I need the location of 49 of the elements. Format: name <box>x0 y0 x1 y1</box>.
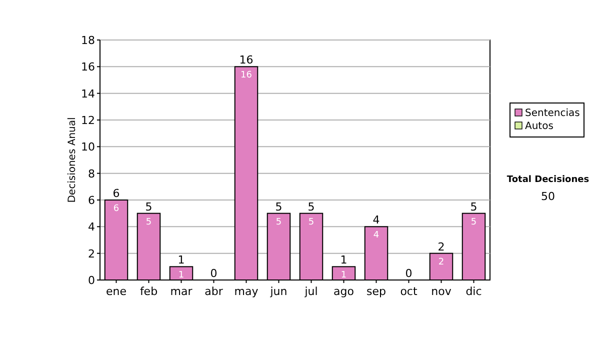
text: 50 <box>541 190 555 203</box>
x-tick-label: oct <box>400 285 418 298</box>
data-label: 6 <box>113 204 120 214</box>
y-tick-label: 4 <box>88 220 95 234</box>
total-label: 4 <box>372 214 380 227</box>
y-tick-label: 18 <box>81 34 95 47</box>
y-tick-label: 12 <box>81 114 95 127</box>
total-label: 5 <box>145 200 152 214</box>
data-label: 4 <box>373 230 380 241</box>
x-tick-label: mar <box>170 285 193 298</box>
total-label: 0 <box>210 267 218 280</box>
total-label: 5 <box>275 200 282 214</box>
y-tick-label: 6 <box>88 194 95 207</box>
total-label: 5 <box>308 200 315 214</box>
y-tick-label: 2 <box>88 247 95 260</box>
text: Total Decisiones <box>506 175 590 185</box>
total-label: 5 <box>470 200 478 214</box>
legend-label: Sentencias <box>525 108 580 119</box>
total-label: 1 <box>178 254 185 267</box>
total-label: 1 <box>340 254 348 267</box>
total-label: 16 <box>239 54 254 67</box>
data-label: 1 <box>178 270 184 281</box>
data-label: 5 <box>146 217 152 228</box>
x-tick-label: jun <box>269 285 288 298</box>
legend-label: Autos <box>525 121 554 132</box>
y-tick-label: 10 <box>81 140 95 154</box>
data-label: 5 <box>308 217 314 228</box>
total-label: 6 <box>112 187 120 200</box>
y-axis-title: Decisiones Anual <box>67 117 78 203</box>
total-label: 2 <box>438 240 445 254</box>
x-tick-label: ago <box>334 285 354 298</box>
y-tick-label: 0 <box>88 274 95 287</box>
x-tick-label: may <box>234 285 259 298</box>
x-tick-label: dic <box>466 285 482 298</box>
x-tick-label: ene <box>106 285 127 298</box>
y-tick-label: 14 <box>81 87 95 100</box>
data-label: 5 <box>470 217 477 228</box>
data-label: 5 <box>276 217 282 228</box>
data-label: 16 <box>240 70 252 81</box>
y-tick-label: 16 <box>81 60 95 74</box>
data-label: 2 <box>438 257 444 268</box>
data-label: 1 <box>340 270 347 281</box>
total-label: 0 <box>405 267 412 280</box>
x-tick-label: feb <box>140 285 158 298</box>
x-tick-label: jul <box>304 285 318 298</box>
y-tick-label: 8 <box>88 167 95 180</box>
x-tick-label: nov <box>431 285 452 298</box>
x-tick-label: abr <box>204 285 224 298</box>
x-tick-label: sep <box>366 285 386 298</box>
